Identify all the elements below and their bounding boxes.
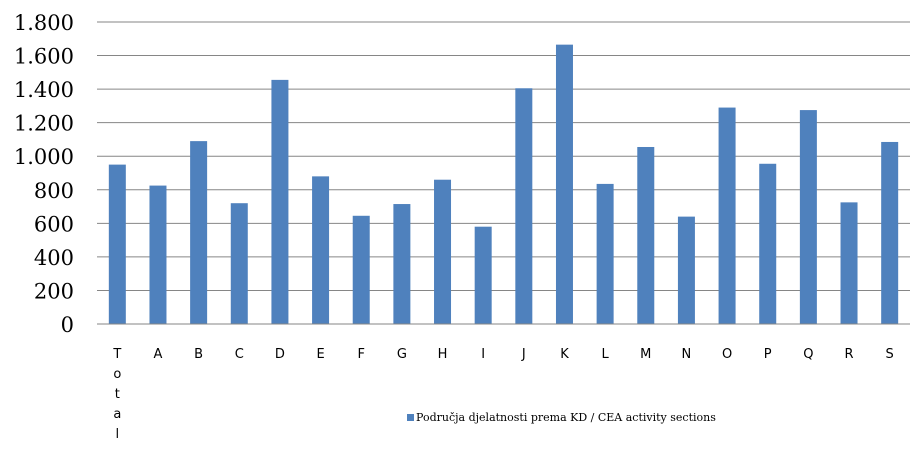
y-tick-label: 0 [61,313,74,337]
y-tick-label: 1.400 [14,78,74,102]
bar [840,202,858,324]
x-tick-label: D [275,347,285,362]
x-tick-label: P [764,347,772,362]
x-tick-label: Q [803,347,813,362]
y-axis-ticks: 0 200 400 600 800 1.000 1.200 1.400 1.600 1.800 [14,11,74,337]
bar [596,183,614,324]
bar [393,204,411,324]
y-tick-label: 200 [34,279,74,303]
bar [718,107,736,324]
x-tick-label: G [397,347,407,362]
bars [108,44,899,325]
legend-label: Područja djelatnosti prema KD / CEA acti… [416,411,716,424]
bar [434,179,452,324]
y-tick-label: 400 [34,246,74,270]
y-tick-label: 800 [34,179,74,203]
bar [271,79,289,324]
bar [312,176,330,324]
bar [759,163,777,324]
bar [515,88,533,325]
y-tick-label: 1.600 [14,45,74,69]
bar [108,164,126,324]
x-tick-label: C [235,347,244,362]
bar [555,44,573,325]
x-tick-label: N [682,347,692,362]
bar [190,141,208,324]
bar [799,110,817,324]
bar [881,141,899,324]
bar [677,216,695,324]
x-tick-label: E [316,347,324,362]
legend-swatch [407,414,414,421]
x-tick-label: K [560,347,569,362]
bar [149,185,167,324]
x-tick-label: B [194,347,203,362]
y-tick-label: 600 [34,212,74,236]
x-tick-label: H [438,347,448,362]
y-tick-label: 1.000 [14,145,74,169]
x-tick-label: S [886,347,894,362]
y-tick-label: 1.800 [14,11,74,35]
gridlines [97,21,910,291]
x-tick-label: O [722,347,732,362]
x-tick-label: L [602,347,610,362]
x-tick-label: M [640,347,651,362]
y-tick-label: 1.200 [14,112,74,136]
x-tick-label: J [521,347,526,362]
x-tick-label: I [481,347,485,362]
bar [637,146,655,324]
x-tick-label: R [845,347,854,362]
bar [352,215,370,324]
x-tick-label: A [154,347,163,362]
bar [474,226,492,324]
legend: Područja djelatnosti prema KD / CEA acti… [407,411,716,424]
bar [230,203,248,324]
x-tick-label: F [357,347,364,362]
